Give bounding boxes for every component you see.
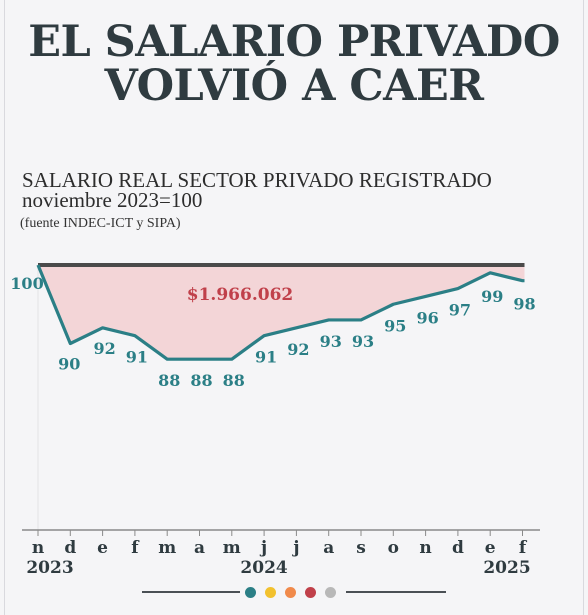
x-tick-label: d (452, 538, 464, 558)
data-label: 88 (158, 371, 180, 390)
data-label: 97 (449, 301, 471, 320)
chart-source: (fuente INDEC-ICT y SIPA) (20, 216, 181, 231)
data-label: 98 (513, 295, 535, 314)
data-label: 90 (58, 355, 80, 374)
footer-dot (325, 586, 336, 598)
headline: EL SALARIO PRIVADO VOLVIÓ A CAER (0, 20, 588, 108)
data-label: 88 (190, 371, 212, 390)
data-label: 100 (10, 274, 43, 293)
subtitle-line-1: SALARIO REAL SECTOR PRIVADO REGISTRADO (22, 168, 492, 192)
x-tick-label: n (419, 538, 431, 558)
gap-area (38, 265, 525, 360)
subtitle-line-2: noviembre 2023=100 (22, 188, 203, 212)
headline-line-2: VOLVIÓ A CAER (104, 61, 484, 111)
footer-dot (305, 586, 316, 598)
data-label: 92 (287, 340, 309, 359)
series-line (36, 264, 525, 361)
data-label: 93 (352, 332, 374, 351)
footer-dot (285, 586, 296, 598)
footer-dot (265, 586, 276, 598)
year-label: 2024 (240, 558, 287, 578)
x-tick-label: j (259, 538, 267, 558)
x-tick-label: s (356, 538, 366, 558)
x-tick-label: d (64, 538, 76, 558)
data-label: 93 (320, 332, 342, 351)
data-label: 99 (481, 287, 503, 306)
x-tick-label: f (519, 538, 528, 558)
chart-subtitle: SALARIO REAL SECTOR PRIVADO REGISTRADO n… (22, 168, 492, 212)
x-tick-label: f (131, 538, 140, 558)
footer-line-left (142, 591, 240, 593)
data-label: 88 (223, 371, 245, 390)
gap-annotation: $1.966.062 (187, 285, 293, 305)
data-label: 92 (93, 339, 115, 358)
data-label: 91 (255, 348, 277, 367)
x-tick-label: m (158, 538, 176, 558)
x-tick-label: o (388, 538, 399, 558)
year-label: 2025 (483, 558, 530, 578)
x-tick-label: e (485, 538, 496, 558)
headline-line-1: EL SALARIO PRIVADO (28, 17, 560, 67)
footer-dot (245, 586, 256, 598)
x-tick-label: a (323, 538, 334, 558)
footer-line-right (346, 591, 446, 593)
chart-frame (4, 0, 584, 615)
data-label: 95 (384, 316, 406, 335)
footer-dots (245, 586, 336, 598)
x-tick-label: m (223, 538, 241, 558)
data-label: 96 (416, 308, 438, 327)
x-tick-label: e (97, 538, 108, 558)
x-tick-label: a (194, 538, 205, 558)
x-tick-label: n (32, 538, 44, 558)
data-label: 91 (126, 348, 148, 367)
x-tick-label: j (291, 538, 299, 558)
year-label: 2023 (26, 558, 73, 578)
